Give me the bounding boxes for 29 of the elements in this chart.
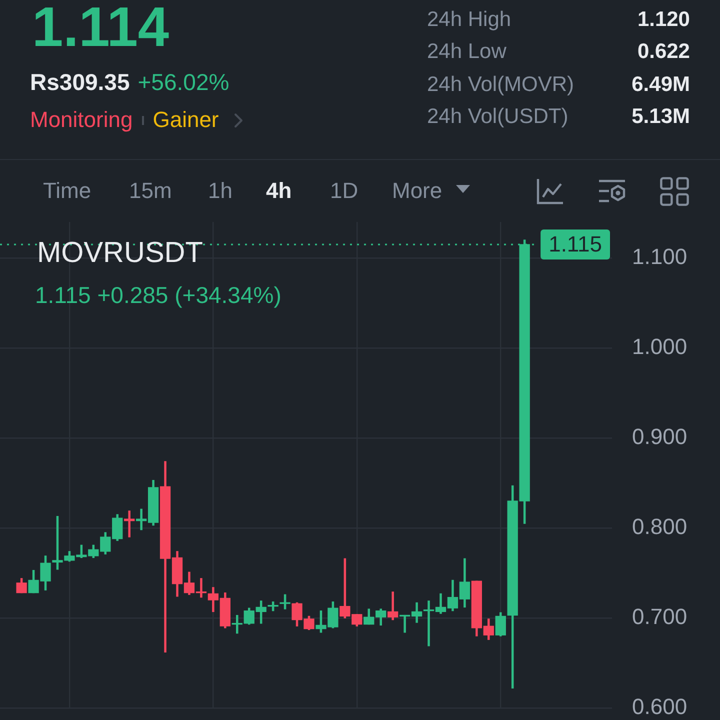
text: Monitoring xyxy=(30,107,133,132)
text: More xyxy=(392,178,442,203)
text: 1D xyxy=(330,178,358,203)
text: 4h xyxy=(266,178,292,203)
y-tick-label: 0.900 xyxy=(632,424,688,450)
text: 24h Vol(USDT) xyxy=(427,104,568,128)
text: 24h High xyxy=(427,8,512,31)
text: 0.622 xyxy=(637,40,690,64)
ref-line-label: 1.115 xyxy=(548,232,602,257)
text: 24h Low xyxy=(427,40,506,64)
text: 15m xyxy=(129,178,172,203)
text: MOVRUSDT xyxy=(37,237,203,269)
text: +56.02% xyxy=(138,69,230,95)
y-tick-label: 0.600 xyxy=(632,694,688,720)
text: Rs309.35 xyxy=(30,69,130,95)
text: 1.115 +0.285 (+34.34%) xyxy=(35,282,282,308)
text: 1h xyxy=(208,178,232,203)
text: 1.120 xyxy=(637,8,690,31)
y-tick-label: 0.800 xyxy=(632,514,688,540)
y-tick-label: 0.700 xyxy=(632,604,688,630)
text: Time xyxy=(43,178,92,203)
text: 5.13M xyxy=(632,104,690,128)
candlestick xyxy=(124,510,135,538)
text: Gainer xyxy=(152,107,219,132)
y-tick-label: 1.000 xyxy=(632,334,688,360)
text: 6.49M xyxy=(632,72,690,96)
y-tick-label: 1.100 xyxy=(632,244,688,270)
text: 24h Vol(MOVR) xyxy=(427,72,574,96)
text: 1.114 xyxy=(32,0,170,58)
